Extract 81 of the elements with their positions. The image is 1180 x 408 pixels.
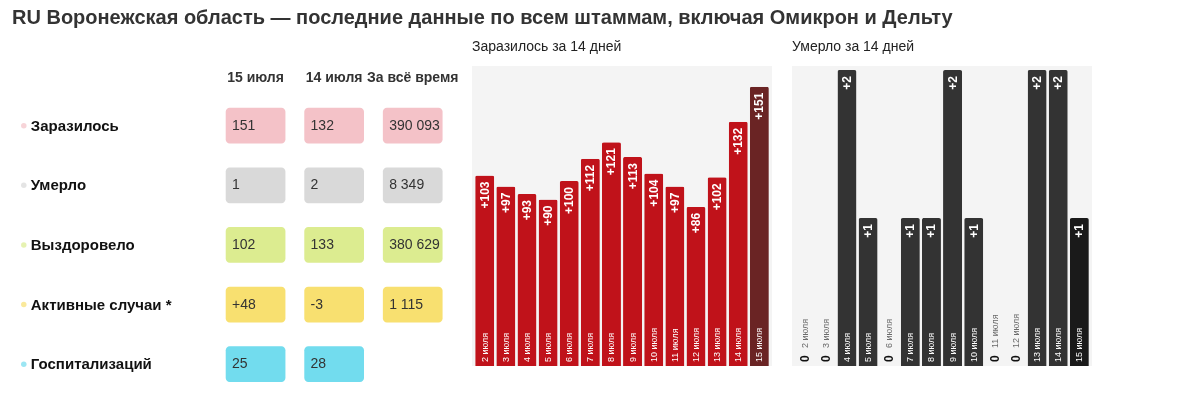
x-tick-label: 6 июля bbox=[884, 318, 895, 348]
x-tick-label: 13 июля bbox=[1032, 327, 1043, 362]
x-tick-label: 12 июля bbox=[1010, 313, 1021, 348]
text: 102 bbox=[232, 235, 256, 252]
data-label: +121 bbox=[604, 147, 619, 176]
category-label: За всё время bbox=[366, 68, 459, 85]
x-tick-label: 14 июля bbox=[733, 327, 744, 362]
data-label: +1 bbox=[903, 223, 918, 238]
x-tick-label: 11 июля bbox=[989, 314, 1000, 348]
text: -3 bbox=[310, 295, 324, 312]
data-label: +2 bbox=[945, 75, 960, 90]
text: 1 bbox=[232, 176, 240, 193]
data-label: 0 bbox=[797, 355, 812, 362]
x-tick-label: 7 июля bbox=[585, 332, 596, 362]
data-label: +100 bbox=[562, 186, 577, 215]
category-label: 14 июля bbox=[305, 68, 363, 85]
text: 2 bbox=[310, 176, 319, 193]
x-tick-label: 9 июля bbox=[947, 332, 958, 362]
data-label: +132 bbox=[731, 127, 746, 155]
data-label: +1 bbox=[966, 223, 981, 238]
text: +48 bbox=[232, 295, 256, 312]
x-tick-label: 13 июля bbox=[712, 327, 723, 362]
x-tick-label: 3 июля bbox=[500, 332, 511, 362]
data-label: +86 bbox=[688, 212, 703, 234]
text: RU Воронежская область — последние данные по всем штаммам, включая Омикрон и Дельту bbox=[12, 6, 954, 28]
data-label: +93 bbox=[519, 199, 534, 221]
category-label: Выздоровело bbox=[30, 235, 135, 253]
x-tick-label: 4 июля bbox=[841, 332, 852, 362]
x-tick-label: 2 июля bbox=[799, 318, 810, 348]
x-tick-label: 14 июля bbox=[1053, 327, 1064, 362]
x-tick-label: 7 июля bbox=[905, 332, 916, 362]
category-label: Заразилось bbox=[30, 116, 119, 134]
data-label: +97 bbox=[498, 192, 513, 213]
x-tick-label: 10 июля bbox=[968, 327, 979, 362]
category-label: 15 июля bbox=[227, 68, 284, 85]
x-tick-label: 4 июля bbox=[521, 332, 532, 362]
x-tick-label: 10 июля bbox=[648, 327, 659, 362]
x-tick-label: 11 июля bbox=[669, 328, 680, 362]
text: 133 bbox=[310, 235, 334, 252]
data-label: 0 bbox=[987, 355, 1002, 362]
data-label: +103 bbox=[477, 181, 492, 209]
category-label: Госпитализаций bbox=[30, 355, 152, 373]
data-label: +97 bbox=[667, 192, 682, 213]
x-tick-label: 5 июля bbox=[863, 332, 874, 362]
category-label: Активные случаи * bbox=[30, 295, 172, 313]
text: 380 629 bbox=[389, 235, 440, 252]
chart-title: Заразилось за 14 дней bbox=[472, 38, 622, 54]
data-label: +151 bbox=[752, 92, 767, 120]
text: 132 bbox=[310, 116, 334, 133]
x-tick-label: 5 июля bbox=[543, 332, 554, 362]
data-label: +2 bbox=[839, 75, 854, 90]
data-label: +104 bbox=[646, 179, 661, 207]
x-tick-label: 15 июля bbox=[1074, 327, 1085, 362]
data-label: +90 bbox=[541, 205, 556, 226]
category-label: Умерло bbox=[30, 176, 87, 194]
text: 28 bbox=[310, 355, 327, 372]
x-tick-label: 3 июля bbox=[820, 318, 831, 348]
data-label: +2 bbox=[1051, 75, 1066, 90]
data-label: +113 bbox=[625, 162, 640, 190]
data-label: +2 bbox=[1030, 75, 1045, 90]
data-label: +112 bbox=[583, 164, 598, 192]
text: 8 349 bbox=[389, 176, 425, 193]
data-label: 0 bbox=[1008, 355, 1023, 362]
x-tick-label: 6 июля bbox=[564, 332, 575, 362]
x-tick-label: 12 июля bbox=[690, 327, 701, 362]
x-tick-label: 8 июля bbox=[606, 332, 617, 362]
data-label: +102 bbox=[710, 182, 725, 211]
x-tick-label: 15 июля bbox=[754, 327, 765, 362]
x-tick-label: 2 июля bbox=[479, 332, 490, 362]
chart-title: Умерло за 14 дней bbox=[792, 38, 915, 54]
x-tick-label: 9 июля bbox=[627, 332, 638, 362]
x-tick-label: 8 июля bbox=[926, 332, 937, 362]
data-label: +1 bbox=[1072, 223, 1087, 238]
text: 25 bbox=[232, 355, 248, 372]
text: 151 bbox=[232, 116, 256, 133]
data-label: +1 bbox=[924, 223, 939, 238]
text: 1 115 bbox=[389, 295, 424, 312]
data-label: 0 bbox=[818, 355, 833, 362]
text: 390 093 bbox=[389, 116, 440, 133]
data-label: +1 bbox=[861, 223, 876, 238]
data-label: 0 bbox=[882, 355, 897, 362]
